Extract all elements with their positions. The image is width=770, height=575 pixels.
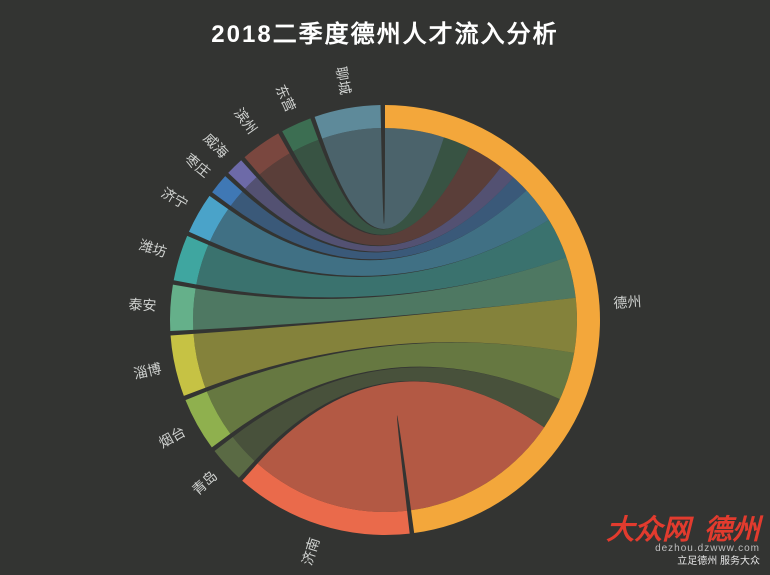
arc-label-dongying: 东营 [273, 82, 299, 114]
arc-label-jining: 济宁 [159, 184, 191, 212]
arc-label-zaozhuang: 枣庄 [182, 150, 214, 180]
arc-label-liaocheng: 聊城 [333, 65, 354, 95]
arc-label-jinan: 济南 [299, 536, 323, 568]
arc-label-zibo: 淄博 [132, 360, 163, 382]
arc-label-weifang: 潍坊 [137, 237, 168, 260]
arc-label-weihai: 威海 [200, 130, 231, 161]
arc-label-qingdao: 青岛 [189, 467, 220, 498]
chord-diagram: 德州济南 青岛烟台 淄博 泰安 潍坊 济宁 枣庄威海滨州东营 聊城 [0, 0, 770, 575]
arc-label-dezhou: 德州 [613, 293, 642, 311]
arc-label-binzhou: 滨州 [231, 105, 260, 137]
arc-label-yantai: 烟台 [156, 423, 188, 451]
arc-taian [170, 285, 196, 331]
arc-label-taian: 泰安 [128, 296, 157, 314]
